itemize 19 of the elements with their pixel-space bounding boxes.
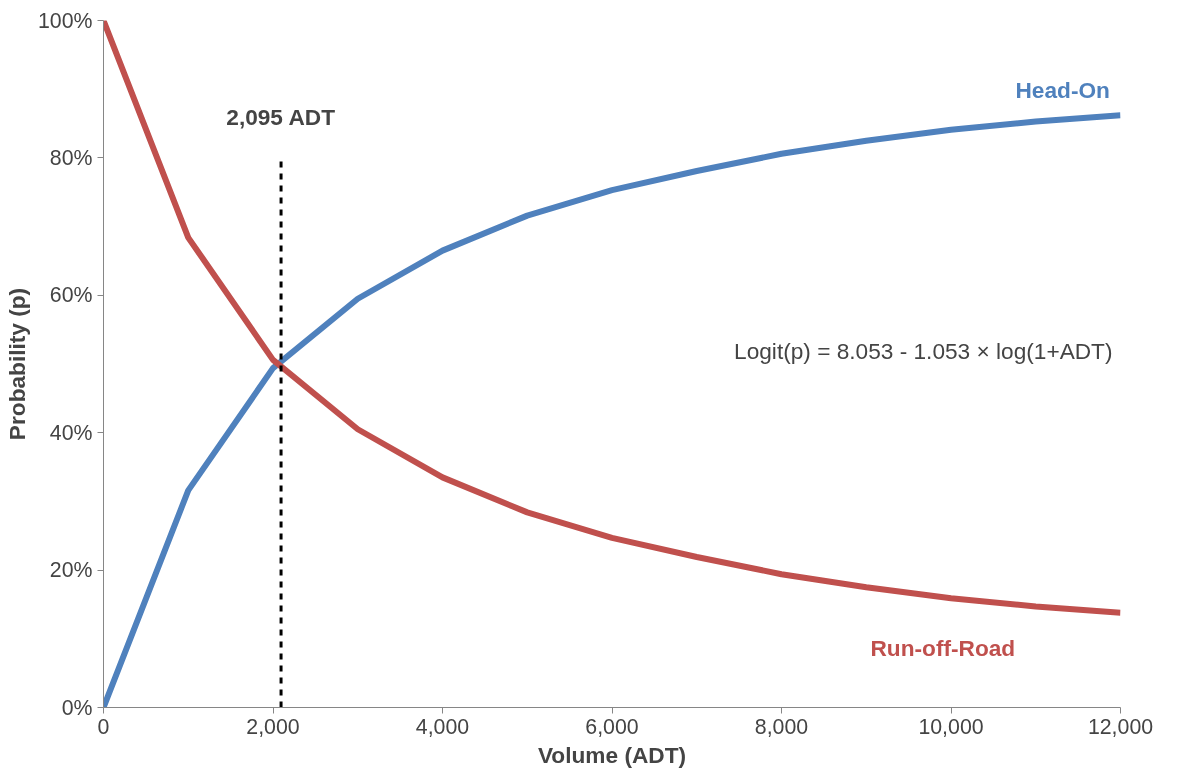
ref-line-label: 2,095 ADT: [226, 103, 336, 130]
y-tick-label: 60%: [49, 283, 93, 308]
x-axis-title: Volume (ADT): [537, 741, 687, 768]
x-tick-label: 2,000: [246, 714, 300, 739]
x-tick-label: 10,000: [918, 714, 984, 739]
x-tick-label: 8,000: [754, 714, 809, 739]
y-tick-label: 20%: [49, 558, 93, 583]
annotation: Logit(p) = 8.053 - 1.053 × log(1+ADT): [734, 338, 1113, 364]
y-tick-label: 40%: [49, 420, 93, 445]
y-tick-label: 100%: [37, 8, 93, 33]
x-tick-label: 6,000: [585, 714, 639, 739]
y-tick-label: 80%: [49, 145, 93, 170]
series-label: Run-off-Road: [870, 634, 1016, 661]
x-tick-label: 4,000: [415, 714, 470, 739]
y-axis-title: Probability (p): [3, 287, 30, 441]
series-label: Head-On: [1015, 77, 1110, 104]
x-tick-label: 0: [97, 714, 110, 739]
x-tick-label: 12,000: [1087, 714, 1154, 739]
y-tick-label: 0%: [61, 695, 93, 720]
